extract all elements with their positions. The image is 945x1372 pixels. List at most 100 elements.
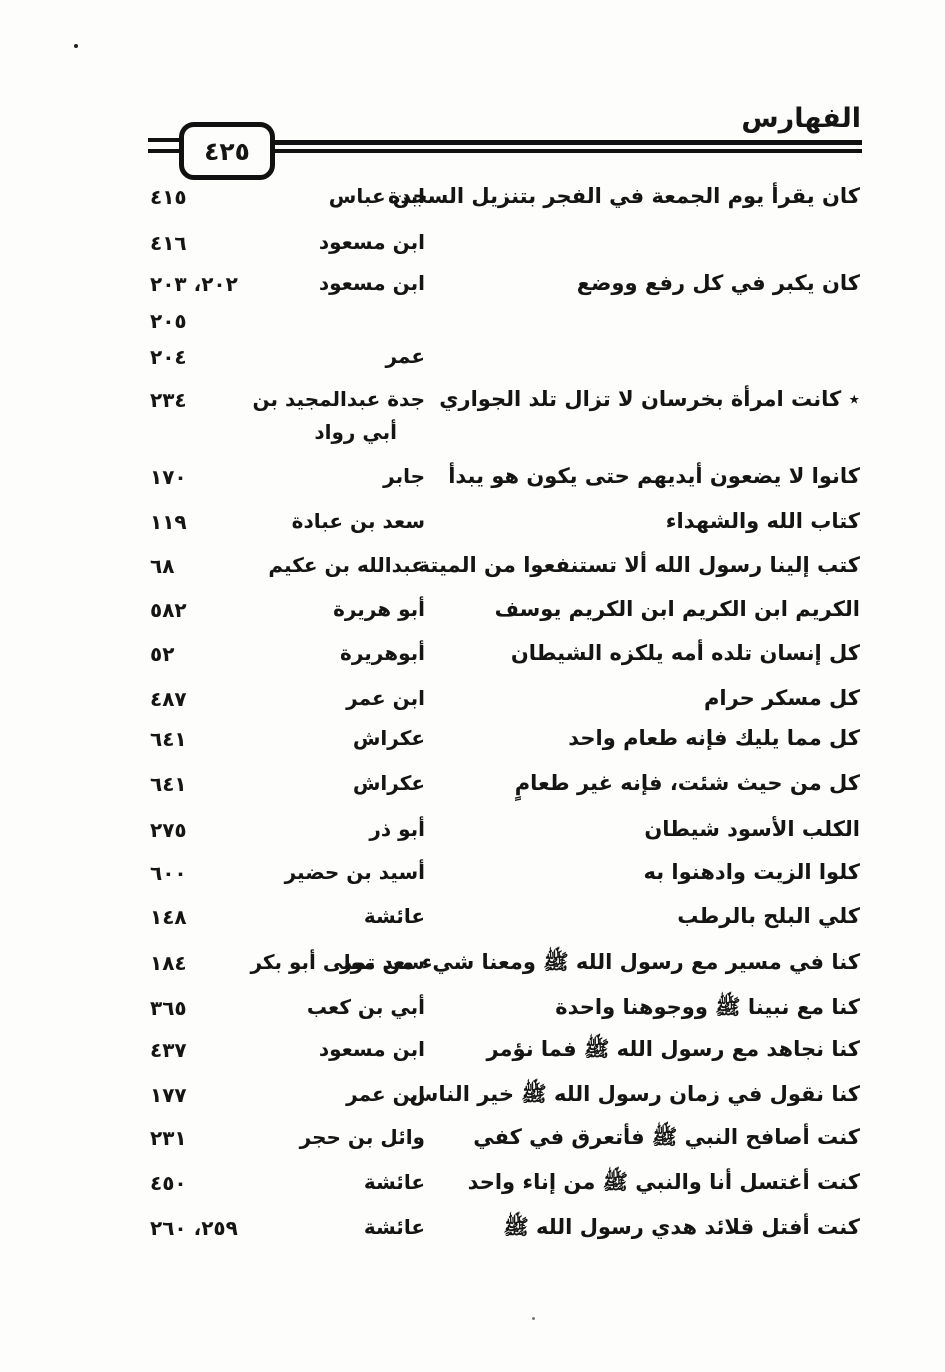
narrator-name: أبو هريرة: [333, 597, 425, 621]
page-ref: ٤١٦: [150, 231, 187, 255]
header-rule-stub-bottom: [148, 149, 181, 153]
index-row: كانوا لا يضعون أيديهم حتى يكون هو يبدأ ج…: [0, 460, 945, 494]
narrator-name: عكراش: [352, 726, 425, 750]
index-row: كنا مع نبينا ﷺ ووجوهنا واحدة أبي بن كعب …: [0, 991, 945, 1025]
hadith-text: كل مسكر حرام: [703, 686, 860, 710]
narrator-name: وائل بن حجر: [299, 1125, 425, 1149]
page-ref: ٢٧٥: [150, 818, 187, 842]
narrator-name: عمر: [385, 344, 425, 368]
page-ref: ٢٠٤: [150, 345, 187, 369]
page-ref: ٢٠٥: [150, 309, 187, 333]
ink-speck: [74, 44, 78, 48]
narrator-name: ابن عمر: [346, 1082, 425, 1106]
narrator-name: أبو ذر: [369, 817, 425, 841]
page-ref: ٤٥٠: [150, 1171, 187, 1195]
hadith-text: كتب إلينا رسول الله ألا تستنفعوا من المي…: [417, 553, 860, 577]
index-row: كل مسكر حرام ابن عمر ٤٨٧: [0, 682, 945, 716]
page-ref: ٦٨: [150, 554, 175, 578]
header-rule-bottom: [264, 149, 862, 153]
narrator-name: أسيد بن حضير: [284, 860, 425, 884]
page-ref: ١٨٤: [150, 951, 187, 975]
hadith-text: كل إنسان تلده أمه يلكزه الشيطان: [510, 641, 860, 665]
hadith-text: كنا مع نبينا ﷺ ووجوهنا واحدة: [555, 995, 860, 1019]
index-row: كنا نقول في زمان رسول الله ﷺ خير الناس ا…: [0, 1078, 945, 1112]
narrator-name: عائشة: [363, 1215, 425, 1239]
index-row: كنا نجاهد مع رسول الله ﷺ فما نؤمر ابن مس…: [0, 1033, 945, 1067]
page-ref: ٦٠٠: [150, 861, 187, 885]
index-row: كتاب الله والشهداء سعد بن عبادة ١١٩: [0, 505, 945, 539]
page-number-box: ٤٢٥: [179, 122, 275, 180]
index-row: الكلب الأسود شيطان أبو ذر ٢٧٥: [0, 813, 945, 847]
page-number: ٤٢٥: [204, 136, 250, 166]
index-row: الكريم ابن الكريم ابن الكريم يوسف أبو هر…: [0, 593, 945, 627]
hadith-text: كنا في مسير مع رسول الله ﷺ ومعنا شيء من …: [340, 950, 860, 974]
narrator-name: ابن عباس: [328, 184, 425, 208]
narrator-name: عكراش: [352, 771, 425, 795]
narrator-name: أبي بن كعب: [306, 995, 425, 1019]
narrator-name: ابن عمر: [346, 686, 425, 710]
page-ref: ١٤٨: [150, 905, 187, 929]
page-ref: ٢٣١: [150, 1126, 187, 1150]
narrator-name: عائشة: [363, 904, 425, 928]
narrator-name: عائشة: [363, 1170, 425, 1194]
index-row: كل مما يليك فإنه طعام واحد عكراش ٦٤١: [0, 722, 945, 756]
page-ref: ٣٦٥: [150, 996, 187, 1020]
hadith-text: كل من حيث شئت، فإنه غير طعامٍ: [514, 771, 860, 795]
index-row: كل من حيث شئت، فإنه غير طعامٍ عكراش ٦٤١: [0, 767, 945, 801]
header-rule-top: [264, 140, 862, 145]
narrator-name: سعد مولى أبو بكر: [250, 950, 425, 974]
index-row: كتب إلينا رسول الله ألا تستنفعوا من المي…: [0, 549, 945, 583]
index-row: كلي البلح بالرطب عائشة ١٤٨: [0, 900, 945, 934]
index-row: كان يقرأ يوم الجمعة في الفجر بتنزيل السج…: [0, 180, 945, 214]
hadith-text: كنا نجاهد مع رسول الله ﷺ فما نؤمر: [486, 1037, 860, 1061]
index-row: كنت أصافح النبي ﷺ فأتعرق في كفي وائل بن …: [0, 1121, 945, 1155]
page-ref: ٥٨٢: [150, 598, 187, 622]
page-ref: ٢٥٩، ٢٦٠: [150, 1216, 238, 1240]
index-row: كان يكبر في كل رفع ووضع ابن مسعود ٢٠٢، ٢…: [0, 267, 945, 301]
page-ref: ٤٣٧: [150, 1038, 187, 1062]
hadith-text: كلي البلح بالرطب: [677, 904, 860, 928]
narrator-name: عبدالله بن عكيم: [268, 553, 425, 577]
narrator-line1: جدة عبدالمجيد بن: [252, 387, 426, 411]
page-ref: ١٧٧: [150, 1083, 187, 1107]
hadith-text: كان يقرأ يوم الجمعة في الفجر بتنزيل السج…: [387, 184, 860, 208]
ink-speck: [532, 1317, 535, 1320]
page-title: الفهارس: [741, 103, 861, 134]
hadith-text: كلوا الزيت وادهنوا به: [643, 860, 861, 884]
index-row: عمر ٢٠٤: [0, 340, 945, 374]
index-row: كنت أفتل قلائد هدي رسول الله ﷺ عائشة ٢٥٩…: [0, 1211, 945, 1245]
narrator-name: ابن مسعود: [318, 271, 425, 295]
hadith-text: ٭ كانت امرأة بخرسان لا تزال تلد الجواري: [439, 387, 860, 411]
hadith-text: كنا نقول في زمان رسول الله ﷺ خير الناس: [409, 1082, 860, 1106]
index-row: كنت أغتسل أنا والنبي ﷺ من إناء واحد عائش…: [0, 1166, 945, 1200]
header-rule-stub-top: [148, 138, 181, 142]
index-row: كل إنسان تلده أمه يلكزه الشيطان أبوهريرة…: [0, 637, 945, 671]
page-ref: ٤٨٧: [150, 687, 187, 711]
narrator-name: أبوهريرة: [340, 641, 425, 665]
hadith-text: كنت أفتل قلائد هدي رسول الله ﷺ: [503, 1215, 860, 1239]
page-ref: ٢٣٤: [150, 388, 187, 412]
hadith-text: كنت أغتسل أنا والنبي ﷺ من إناء واحد: [467, 1170, 860, 1194]
page-ref: ٦٤١: [150, 772, 187, 796]
page-ref: ١١٩: [150, 510, 187, 534]
hadith-text: الكريم ابن الكريم ابن الكريم يوسف: [494, 597, 860, 621]
page-ref: ٤١٥: [150, 185, 187, 209]
index-row: ٢٠٥: [0, 304, 945, 338]
narrator-name: ابن مسعود: [318, 1037, 425, 1061]
hadith-text: كتاب الله والشهداء: [665, 509, 860, 533]
index-row: كنا في مسير مع رسول الله ﷺ ومعنا شيء من …: [0, 946, 945, 980]
narrator-name: سعد بن عبادة: [291, 509, 425, 533]
page-ref: ١٧٠: [150, 465, 187, 489]
hadith-text: كنت أصافح النبي ﷺ فأتعرق في كفي: [473, 1125, 860, 1149]
page-ref: ٥٢: [150, 642, 175, 666]
hadith-text: كل مما يليك فإنه طعام واحد: [568, 726, 860, 750]
narrator-name: جدة عبدالمجيد بن أبي رواد: [253, 383, 426, 449]
page-ref: ٢٠٢، ٢٠٣: [150, 272, 238, 296]
narrator-name: جابر: [383, 464, 425, 488]
page-ref: ٦٤١: [150, 727, 187, 751]
index-row: ابن مسعود ٤١٦: [0, 226, 945, 260]
hadith-text: كانوا لا يضعون أيديهم حتى يكون هو يبدأ: [448, 464, 860, 488]
narrator-line2: أبي رواد: [314, 420, 397, 444]
hadith-text: الكلب الأسود شيطان: [644, 817, 860, 841]
index-row: كلوا الزيت وادهنوا به أسيد بن حضير ٦٠٠: [0, 856, 945, 890]
